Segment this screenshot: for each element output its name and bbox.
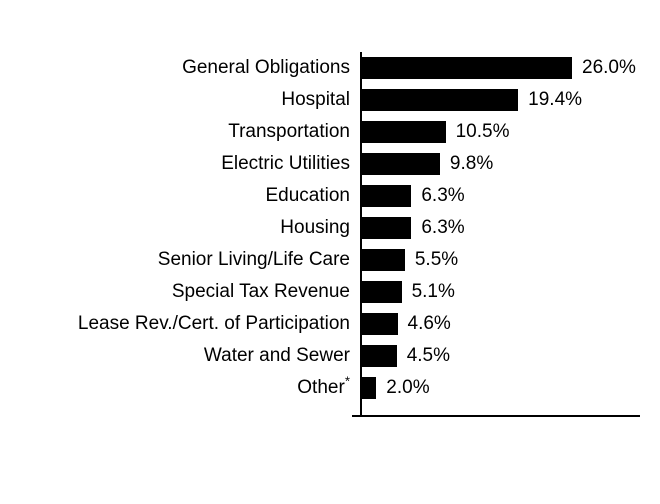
value-label: 5.1% xyxy=(412,281,455,303)
allocation-bar-chart: General Obligations 26.0% Hospital 19.4% Tra… xyxy=(0,0,660,504)
bar xyxy=(360,89,518,111)
bar xyxy=(360,249,405,271)
category-label: Housing xyxy=(280,217,350,239)
chart-row: Education 6.3% xyxy=(0,180,660,212)
bar xyxy=(360,217,411,239)
category-label: Lease Rev./Cert. of Participation xyxy=(78,313,350,335)
chart-row: General Obligations 26.0% xyxy=(0,52,660,84)
category-label: Electric Utilities xyxy=(221,153,350,175)
category-label: Senior Living/Life Care xyxy=(158,249,350,271)
category-label: Education xyxy=(265,185,350,207)
chart-row: Water and Sewer 4.5% xyxy=(0,340,660,372)
chart-row: Senior Living/Life Care 5.5% xyxy=(0,244,660,276)
category-label: Other* xyxy=(297,377,350,399)
chart-row: Transportation 10.5% xyxy=(0,116,660,148)
category-label: General Obligations xyxy=(182,57,350,79)
bar xyxy=(360,185,411,207)
chart-row: Special Tax Revenue 5.1% xyxy=(0,276,660,308)
category-label: Special Tax Revenue xyxy=(172,281,350,303)
chart-row: Lease Rev./Cert. of Participation 4.6% xyxy=(0,308,660,340)
category-label: Transportation xyxy=(228,121,350,143)
bar xyxy=(360,345,397,367)
bar xyxy=(360,153,440,175)
chart-row: Housing 6.3% xyxy=(0,212,660,244)
category-label: Hospital xyxy=(281,89,350,111)
value-label: 4.6% xyxy=(408,313,451,335)
footnote-asterisk: * xyxy=(345,374,350,389)
bar xyxy=(360,57,572,79)
chart-row: Other* 2.0% xyxy=(0,372,660,404)
value-label: 4.5% xyxy=(407,345,450,367)
y-axis xyxy=(360,52,362,415)
bar xyxy=(360,121,446,143)
x-axis xyxy=(352,415,640,417)
value-label: 19.4% xyxy=(528,89,582,111)
value-label: 10.5% xyxy=(456,121,510,143)
value-label: 5.5% xyxy=(415,249,458,271)
bar xyxy=(360,377,376,399)
bar xyxy=(360,313,398,335)
category-label: Water and Sewer xyxy=(204,345,350,367)
value-label: 6.3% xyxy=(421,217,464,239)
bar xyxy=(360,281,402,303)
value-label: 9.8% xyxy=(450,153,493,175)
chart-row: Electric Utilities 9.8% xyxy=(0,148,660,180)
value-label: 6.3% xyxy=(421,185,464,207)
value-label: 2.0% xyxy=(386,377,429,399)
value-label: 26.0% xyxy=(582,57,636,79)
chart-row: Hospital 19.4% xyxy=(0,84,660,116)
